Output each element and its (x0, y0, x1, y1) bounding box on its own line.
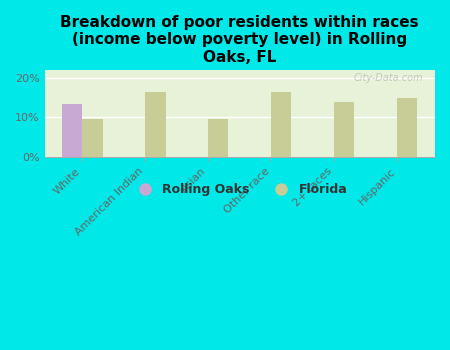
Bar (397, 98, 417, 157)
Bar (334, 102, 355, 157)
Bar (208, 119, 229, 157)
Legend: Rolling Oaks, Florida: Rolling Oaks, Florida (127, 178, 352, 201)
Title: Breakdown of poor residents within races
(income below poverty level) in Rolling: Breakdown of poor residents within races… (60, 15, 419, 65)
Bar (271, 92, 292, 157)
Text: City-Data.com: City-Data.com (354, 73, 423, 83)
Bar (82, 119, 103, 157)
Bar (62, 104, 82, 157)
Bar (145, 92, 166, 157)
